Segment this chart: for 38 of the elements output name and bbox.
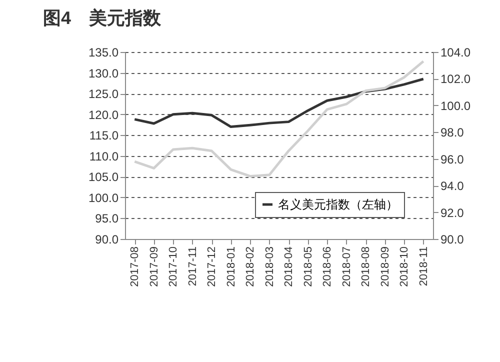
y-tick-label: 120.0 <box>88 108 119 122</box>
y2-tick-label: 104.0 <box>440 46 471 60</box>
x-tick-label: 2018-08 <box>360 246 372 287</box>
y-tick-label: 115.0 <box>89 128 119 143</box>
y2-tick-label: 90.0 <box>440 232 464 246</box>
y2-tick-label: 98.0 <box>440 126 464 140</box>
x-tick-label: 2017-09 <box>148 246 160 287</box>
x-tick-label: 2017-11 <box>186 246 199 286</box>
x-tick-label: 2018-11 <box>418 246 430 286</box>
line-series <box>133 78 425 128</box>
x-tick-label: 2018-07 <box>340 246 353 287</box>
y2-tick-label: 102.0 <box>440 72 471 86</box>
x-tick-label: 2018-06 <box>322 246 334 287</box>
chart-title: 图4 美元指数 <box>42 8 162 28</box>
y-tick-label: 95.0 <box>95 212 119 226</box>
x-tick-label: 2017-12 <box>206 246 218 287</box>
y-tick-label: 135.0 <box>88 46 119 60</box>
x-tick-label: 2018-02 <box>244 246 257 287</box>
y-tick-label: 125.0 <box>88 87 119 102</box>
x-tick-label: 2018-05 <box>302 246 314 287</box>
y2-tick-label: 94.0 <box>440 179 464 194</box>
y2-tick-label: 96.0 <box>440 152 464 166</box>
y-tick-label: 110.0 <box>89 149 119 164</box>
y-tick-label: 100.0 <box>88 190 119 205</box>
x-tick-label: 2018-10 <box>398 246 411 287</box>
y-tick-label: 130.0 <box>88 66 119 80</box>
x-tick-label: 2018-09 <box>379 246 392 287</box>
x-tick-label: 2018-01 <box>225 246 238 287</box>
y2-tick-label: 92.0 <box>440 206 464 220</box>
x-tick-label: 2017-10 <box>168 246 180 287</box>
x-tick-label: 2017-08 <box>129 246 142 287</box>
x-tick-label: 2018-04 <box>283 246 296 287</box>
y-tick-label: 105.0 <box>88 170 119 184</box>
x-tick-label: 2018-03 <box>264 246 276 287</box>
y-tick-label: 90.0 <box>95 232 119 246</box>
y2-tick-label: 100.0 <box>440 98 471 113</box>
legend-label: 名义美元指数（左轴） <box>278 198 398 212</box>
line-series <box>133 60 425 178</box>
